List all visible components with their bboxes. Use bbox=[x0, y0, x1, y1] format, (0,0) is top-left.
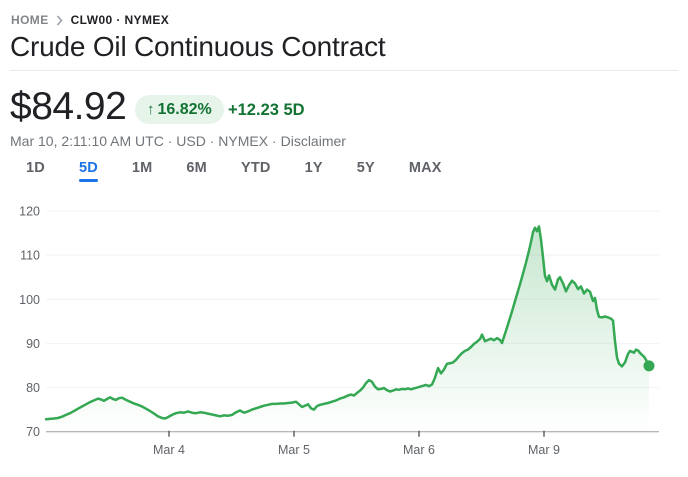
current-price: $84.92 bbox=[10, 85, 127, 128]
change-percent-value: 16.82% bbox=[157, 100, 212, 118]
tab-6m[interactable]: 6M bbox=[186, 160, 207, 176]
x-axis-label: Mar 5 bbox=[278, 443, 310, 457]
price-chart[interactable]: 120 110 100 90 80 70 Mar 4 Mar 5 Mar 6 Mar 9 bbox=[0, 200, 688, 472]
up-arrow-icon: ↑ bbox=[147, 101, 155, 118]
y-axis-label: 110 bbox=[20, 249, 40, 263]
y-axis-label: 90 bbox=[26, 337, 40, 351]
breadcrumb: HOME CLW00 · NYMEX bbox=[11, 13, 169, 27]
time-range-tabs: 1D 5D 1M 6M YTD 1Y 5Y MAX bbox=[26, 160, 442, 182]
y-axis-label: 80 bbox=[26, 381, 40, 395]
x-axis-label: Mar 9 bbox=[528, 443, 560, 457]
tab-ytd[interactable]: YTD bbox=[240, 160, 271, 176]
tab-1y[interactable]: 1Y bbox=[304, 160, 323, 176]
y-axis-label: 100 bbox=[19, 293, 40, 307]
tab-5y[interactable]: 5Y bbox=[356, 160, 375, 176]
disclaimer-link[interactable]: Disclaimer bbox=[280, 133, 346, 149]
breadcrumb-symbol: CLW00 · NYMEX bbox=[70, 13, 170, 27]
x-axis-label: Mar 6 bbox=[403, 443, 435, 457]
breadcrumb-home-link[interactable]: HOME bbox=[11, 13, 49, 27]
y-axis-label: 70 bbox=[26, 425, 40, 439]
tab-5d[interactable]: 5D bbox=[78, 160, 98, 182]
last-price-dot bbox=[643, 360, 655, 372]
tab-1d[interactable]: 1D bbox=[26, 160, 45, 176]
tab-1m[interactable]: 1M bbox=[131, 160, 153, 176]
x-axis-label: Mar 4 bbox=[153, 443, 185, 457]
quote-meta: Mar 10, 2:11:10 AM UTC · USD · NYMEX · Di… bbox=[10, 133, 346, 149]
active-tab-underline bbox=[78, 179, 98, 182]
timestamp-exchange-text: Mar 10, 2:11:10 AM UTC · USD · NYMEX · bbox=[10, 133, 277, 149]
change-percent-badge: ↑ 16.82% bbox=[135, 95, 224, 124]
chevron-right-icon bbox=[56, 14, 64, 26]
change-absolute: +12.23 5D bbox=[228, 101, 305, 119]
divider bbox=[10, 70, 678, 71]
price-line bbox=[44, 225, 651, 421]
y-axis-label: 120 bbox=[19, 205, 40, 219]
page-title: Crude Oil Continuous Contract bbox=[10, 31, 386, 62]
area-fill bbox=[46, 226, 649, 432]
tab-max[interactable]: MAX bbox=[408, 160, 442, 176]
